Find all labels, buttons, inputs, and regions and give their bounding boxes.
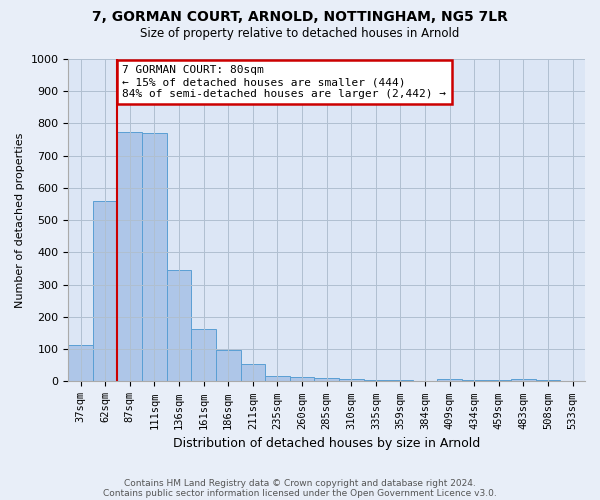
Bar xyxy=(68,346,93,382)
Bar xyxy=(462,380,487,382)
Bar xyxy=(93,201,118,382)
Bar xyxy=(216,350,241,382)
Y-axis label: Number of detached properties: Number of detached properties xyxy=(15,132,25,308)
Bar xyxy=(388,380,413,382)
Bar xyxy=(487,380,511,382)
Bar xyxy=(241,364,265,382)
X-axis label: Distribution of detached houses by size in Arnold: Distribution of detached houses by size … xyxy=(173,437,480,450)
Text: Contains public sector information licensed under the Open Government Licence v3: Contains public sector information licen… xyxy=(103,488,497,498)
Text: Contains HM Land Registry data © Crown copyright and database right 2024.: Contains HM Land Registry data © Crown c… xyxy=(124,478,476,488)
Text: 7 GORMAN COURT: 80sqm
← 15% of detached houses are smaller (444)
84% of semi-det: 7 GORMAN COURT: 80sqm ← 15% of detached … xyxy=(122,66,446,98)
Bar xyxy=(118,132,142,382)
Bar xyxy=(536,380,560,382)
Bar xyxy=(265,376,290,382)
Text: 7, GORMAN COURT, ARNOLD, NOTTINGHAM, NG5 7LR: 7, GORMAN COURT, ARNOLD, NOTTINGHAM, NG5… xyxy=(92,10,508,24)
Bar xyxy=(314,378,339,382)
Bar xyxy=(191,329,216,382)
Bar xyxy=(437,379,462,382)
Bar xyxy=(511,379,536,382)
Bar xyxy=(364,380,388,382)
Bar xyxy=(290,378,314,382)
Bar xyxy=(339,379,364,382)
Bar xyxy=(142,133,167,382)
Text: Size of property relative to detached houses in Arnold: Size of property relative to detached ho… xyxy=(140,28,460,40)
Bar xyxy=(167,270,191,382)
